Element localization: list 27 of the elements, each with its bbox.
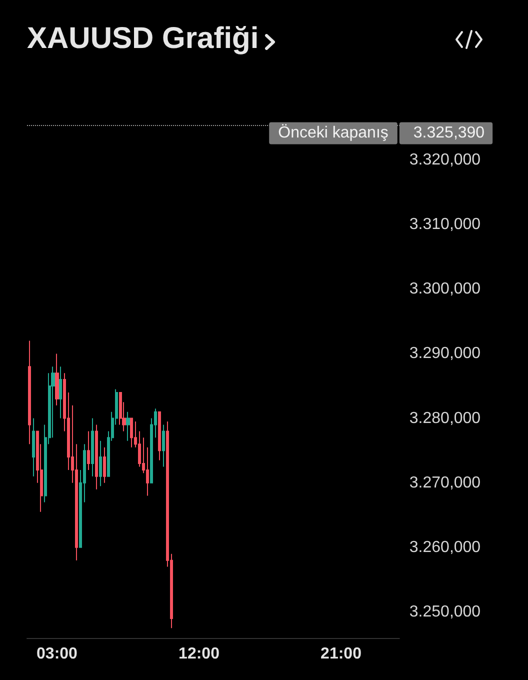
y-tick-label: 3.320,000 xyxy=(409,152,481,169)
candlestick xyxy=(59,366,62,419)
x-tick-label: 03:00 xyxy=(36,645,78,662)
candlestick xyxy=(91,418,94,477)
candlestick xyxy=(28,340,31,445)
y-tick-label: 3.280,000 xyxy=(409,410,481,427)
candlestick xyxy=(87,430,90,470)
candlestick xyxy=(126,411,130,442)
candlestick xyxy=(162,424,165,468)
candlestick xyxy=(32,418,35,477)
chart-title: XAUUSD Grafiği xyxy=(27,22,259,56)
candlestick xyxy=(95,424,98,490)
y-tick-label: 3.260,000 xyxy=(409,538,481,556)
ref-line-label: Önceki kapanış xyxy=(278,124,388,142)
y-tick-label: 3.290,000 xyxy=(409,345,481,362)
x-tick-label: 21:00 xyxy=(320,645,362,662)
y-tick-label: 3.250,000 xyxy=(409,604,481,620)
text: 3.325,390 xyxy=(413,124,485,142)
y-tick-label: 3.300,000 xyxy=(409,280,481,298)
y-tick-label: 3.310,000 xyxy=(409,216,481,234)
candlestick xyxy=(99,440,102,487)
y-tick-label: 3.270,000 xyxy=(409,474,481,492)
x-tick-label: 12:00 xyxy=(178,645,220,662)
candlestick xyxy=(130,418,133,448)
candlestick xyxy=(55,353,59,406)
candlestick xyxy=(103,446,106,484)
candlestick xyxy=(158,411,161,461)
